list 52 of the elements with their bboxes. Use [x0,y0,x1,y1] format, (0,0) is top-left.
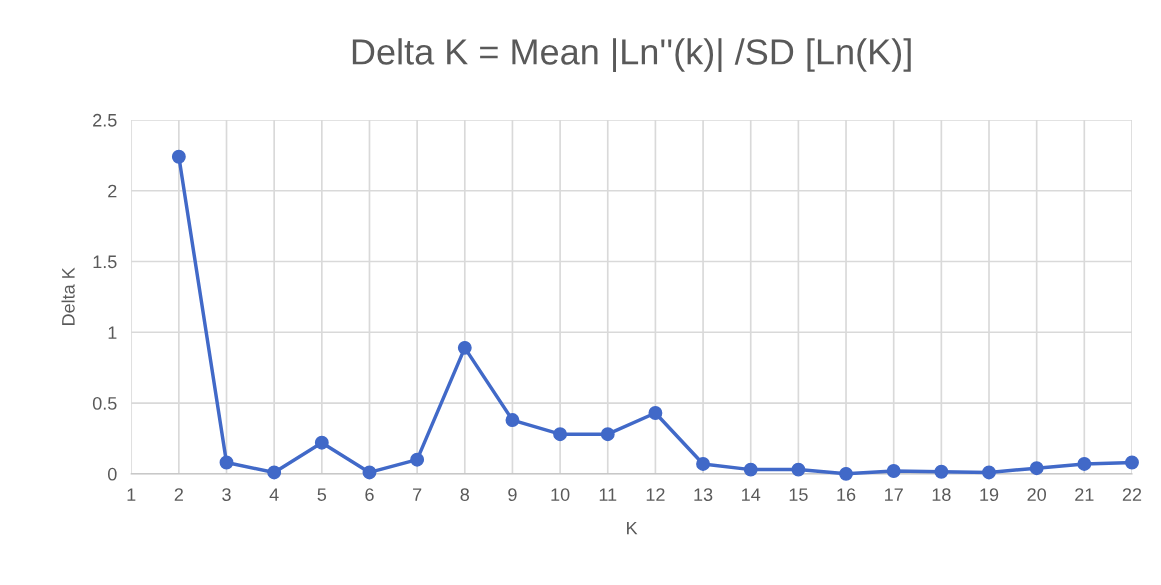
point [648,406,663,420]
point [696,456,711,471]
x-tick-label: 19 [980,488,999,501]
x-tick-label: 16 [837,488,856,501]
x-tick-label: 11 [599,488,617,501]
x-tick-label: 10 [551,488,570,501]
point [743,462,758,477]
x-tick-label: 17 [885,488,903,501]
y-axis-title: Delta K [61,267,75,326]
point [839,466,853,481]
x-tick-label: 7 [413,488,422,501]
point [505,413,520,427]
point [219,455,234,470]
point [600,427,615,442]
point [791,462,806,477]
x-axis-title: K [627,521,638,535]
x-tick-label: 6 [365,488,374,501]
x-tick-label: 20 [1027,488,1046,501]
x-tick-label: 9 [508,488,517,501]
x-tick-label: 1 [127,488,136,501]
point [1029,461,1044,476]
x-tick-label: 12 [646,488,665,501]
x-tick-label: 18 [932,488,951,501]
point [1125,455,1139,470]
x-tick-label: 3 [222,488,231,501]
x-tick-label: 5 [317,488,327,501]
y-tick-label: 0.5 [92,397,117,410]
point [553,427,568,442]
x-tick-label: 8 [460,488,470,501]
y-tick-label: 0 [107,467,117,481]
y-tick-label: 2 [108,184,117,198]
y-tick-label: 1 [108,326,117,339]
y-tick-label: 1.5 [93,255,117,269]
y-tick-label: 2.5 [93,113,117,127]
point [886,464,901,478]
x-tick-label: 21 [1075,488,1094,501]
point [1077,456,1092,471]
point [934,464,949,479]
x-tick-label: 14 [742,488,761,501]
x-tick-label: 4 [269,488,279,501]
point [457,340,472,355]
point [410,452,425,467]
point [171,149,186,164]
x-tick-label: 15 [789,488,808,501]
point [267,465,282,480]
point [314,435,329,450]
x-tick-label: 13 [694,488,713,501]
chart-title: Delta K = Mean |Ln''(k)| /SD [Ln(K)] [352,38,911,73]
x-tick-label: 22 [1122,488,1142,501]
point [362,465,377,480]
x-tick-label: 2 [174,488,183,501]
point [982,465,996,480]
